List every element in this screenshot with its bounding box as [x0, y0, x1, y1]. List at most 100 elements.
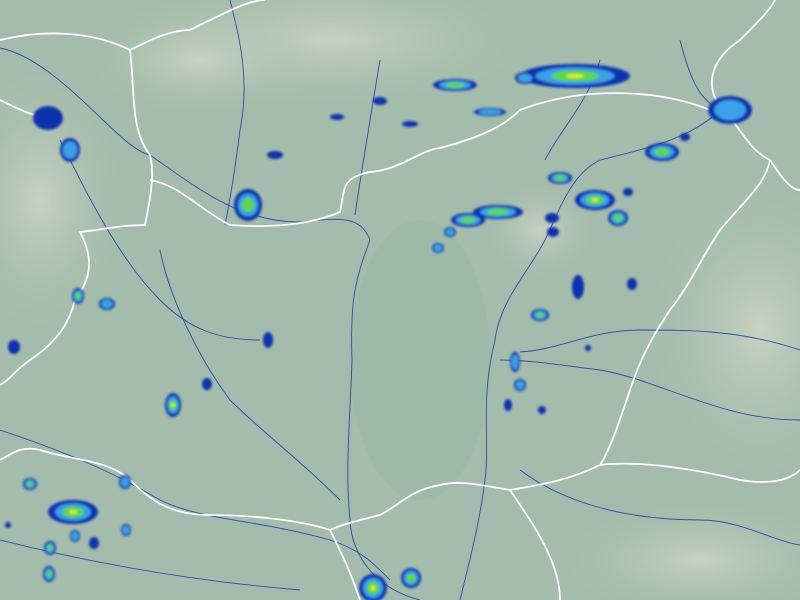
precipitation-cell	[444, 227, 456, 237]
precipitation-level-0	[627, 278, 637, 290]
precipitation-level-0	[623, 188, 633, 196]
precipitation-cell	[572, 275, 584, 299]
precipitation-level-3	[566, 74, 584, 78]
precipitation-cell	[474, 108, 506, 116]
precipitation-cell	[70, 530, 80, 542]
precipitation-level-1	[62, 141, 78, 159]
precipitation-cell	[401, 568, 421, 588]
precipitation-level-2	[613, 214, 623, 222]
precipitation-level-1	[71, 531, 79, 541]
precipitation-cell	[545, 213, 559, 223]
precipitation-level-2	[47, 544, 53, 552]
precipitation-cell	[515, 72, 535, 84]
precipitation-cell	[473, 205, 523, 219]
precipitation-cells	[5, 64, 752, 600]
precipitation-level-0	[263, 332, 273, 348]
precipitation-cell	[234, 189, 262, 221]
precipitation-level-1	[120, 476, 130, 488]
precipitation-cell	[510, 352, 520, 372]
precipitation-level-0	[5, 522, 11, 528]
precipitation-level-0	[547, 227, 559, 237]
precipitation-cell	[504, 399, 512, 411]
precipitation-level-3	[370, 585, 376, 591]
precipitation-cell	[5, 522, 11, 528]
precipitation-cell	[60, 138, 80, 162]
precipitation-cell	[72, 288, 84, 304]
precipitation-level-0	[504, 399, 512, 411]
precipitation-level-2	[46, 570, 52, 578]
precipitation-cell	[433, 79, 477, 91]
precipitation-level-2	[241, 197, 255, 213]
precipitation-level-2	[406, 573, 416, 583]
precipitation-level-2	[536, 312, 544, 318]
precipitation-cell	[680, 133, 690, 141]
precipitation-cell	[708, 96, 752, 124]
precipitation-cell	[585, 345, 591, 351]
precipitation-cell	[645, 143, 679, 161]
precipitation-cell	[432, 243, 444, 253]
precipitation-level-3	[591, 198, 599, 202]
precipitation-cell	[202, 378, 212, 390]
precipitation-level-3	[69, 510, 77, 514]
precipitation-cell	[99, 298, 115, 310]
river-koros	[519, 329, 800, 353]
precipitation-cell	[44, 541, 56, 555]
precipitation-cell	[89, 537, 99, 549]
precipitation-cell	[43, 566, 55, 582]
precipitation-level-1	[515, 380, 525, 390]
precipitation-cell	[402, 121, 418, 127]
precipitation-cell	[359, 574, 387, 600]
precipitation-level-0	[89, 537, 99, 549]
precipitation-cell	[627, 278, 637, 290]
precipitation-level-2	[75, 292, 81, 300]
precipitation-cell	[451, 213, 485, 227]
precipitation-level-0	[680, 133, 690, 141]
precipitation-level-0	[267, 151, 283, 159]
precipitation-level-1	[478, 109, 502, 115]
precipitation-level-2	[554, 175, 566, 181]
precipitation-level-1	[714, 99, 746, 121]
precipitation-level-2	[460, 216, 476, 224]
precipitation-level-2	[445, 82, 465, 88]
precipitation-cell	[575, 190, 615, 210]
precipitation-level-1	[511, 354, 519, 370]
river-danube	[0, 47, 421, 600]
precipitation-level-1	[122, 525, 130, 535]
precipitation-level-1	[433, 244, 443, 252]
precipitation-cell	[608, 210, 628, 226]
precipitation-cell	[263, 332, 273, 348]
precipitation-cell	[520, 64, 630, 88]
river-sava	[0, 539, 301, 591]
precipitation-cell	[121, 524, 131, 536]
precipitation-cell	[33, 106, 63, 130]
precipitation-level-0	[202, 378, 212, 390]
precipitation-cell	[330, 114, 344, 120]
precipitation-cell	[623, 188, 633, 196]
precipitation-cell	[267, 151, 283, 159]
precipitation-level-1	[445, 228, 455, 236]
precipitation-level-0	[330, 114, 344, 120]
precipitation-cell	[538, 406, 546, 414]
precipitation-level-3	[171, 403, 175, 407]
precipitation-level-2	[487, 208, 509, 216]
precipitation-cell	[531, 309, 549, 321]
precipitation-level-0	[572, 275, 584, 299]
precipitation-level-0	[402, 121, 418, 127]
precipitation-level-2	[26, 481, 34, 487]
precipitation-cell	[8, 340, 20, 354]
river-maros	[499, 359, 800, 421]
precipitation-level-0	[8, 340, 20, 354]
precipitation-cell	[48, 500, 98, 524]
precipitation-level-0	[585, 345, 591, 351]
precipitation-level-0	[545, 213, 559, 223]
river-tisza	[459, 109, 721, 600]
precipitation-cell	[514, 379, 526, 391]
precipitation-cell	[119, 475, 131, 489]
precipitation-cell	[547, 227, 559, 237]
precipitation-cell	[23, 478, 37, 490]
precipitation-cell	[373, 97, 387, 105]
precipitation-cell	[548, 172, 572, 184]
precipitation-level-1	[517, 73, 533, 83]
